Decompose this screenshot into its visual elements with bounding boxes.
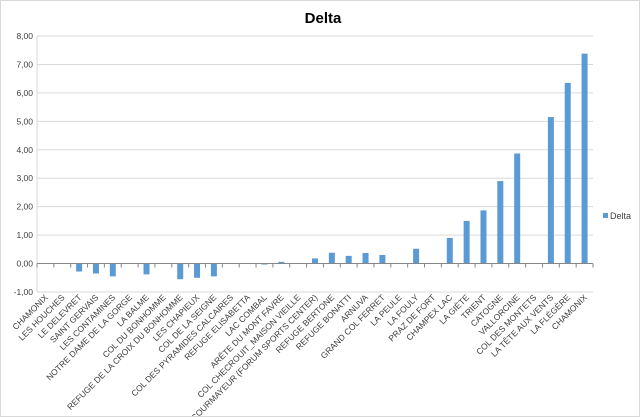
y-tick-label: 6,00 [16, 88, 33, 98]
bar [514, 153, 521, 264]
bar [312, 258, 318, 264]
y-tick-label: 3,00 [16, 173, 33, 183]
bar [379, 255, 386, 264]
bar [413, 248, 420, 264]
bar [345, 255, 352, 264]
bar [278, 261, 285, 264]
gridlines [36, 35, 593, 293]
chart-title: Delta [305, 10, 342, 27]
bar [143, 263, 150, 275]
y-tick-label: 5,00 [16, 116, 33, 126]
bar [194, 263, 201, 278]
y-tick-label: 0,00 [16, 259, 33, 269]
bar [581, 53, 588, 264]
bars [76, 53, 588, 280]
bar [463, 220, 470, 264]
bar [497, 181, 504, 264]
bar [446, 237, 453, 264]
y-tick-label: 4,00 [16, 145, 33, 155]
y-tick-label: 2,00 [16, 202, 33, 212]
bar [177, 263, 184, 280]
bar [564, 82, 571, 264]
legend: Delta [603, 211, 631, 221]
bar [109, 263, 116, 277]
y-axis-ticks: -1,00 0,00 1,00 2,00 3,00 4,00 5,00 6,00 7,00 8,0… [14, 31, 34, 297]
y-tick-label: 8,00 [16, 31, 33, 41]
y-tick-label: 7,00 [16, 59, 33, 69]
bar [76, 263, 83, 272]
bar [328, 252, 335, 264]
bar [547, 117, 554, 264]
legend-label: Delta [610, 211, 631, 221]
bar [92, 263, 99, 274]
bar [210, 263, 217, 277]
legend-swatch [603, 213, 608, 218]
bar [362, 253, 369, 264]
y-tick-label: 1,00 [16, 230, 33, 240]
y-tick-label: -1,00 [14, 287, 34, 297]
bar [480, 210, 487, 264]
